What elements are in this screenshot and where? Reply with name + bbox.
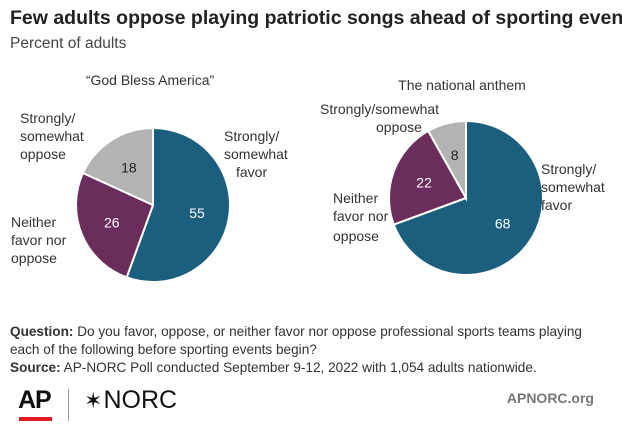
source-text: AP-NORC Poll conducted September 9-12, 2… bbox=[63, 360, 537, 375]
pie2-value-label-2: 8 bbox=[451, 147, 459, 163]
chart-notes: Question: Do you favor, oppose, or neith… bbox=[10, 323, 610, 377]
pie1-value-label-2: 18 bbox=[121, 159, 137, 175]
chart-title: Few adults oppose playing patriotic song… bbox=[10, 7, 622, 29]
source-note: Source: AP-NORC Poll conducted September… bbox=[10, 359, 610, 377]
site-url: APNORC.org bbox=[506, 390, 594, 406]
chart-subtitle: Percent of adults bbox=[10, 35, 127, 52]
norc-logo-text: NORC bbox=[103, 386, 178, 414]
pie2-value-label-0: 68 bbox=[495, 216, 511, 232]
question-note: Question: Do you favor, oppose, or neith… bbox=[10, 323, 610, 359]
pie1-value-label-0: 55 bbox=[189, 205, 205, 221]
pie2-slice-2 bbox=[426, 119, 467, 202]
pie2-slice-1 bbox=[388, 129, 468, 226]
ap-logo-underline bbox=[19, 417, 52, 421]
logo-divider bbox=[68, 389, 69, 421]
norc-star-icon: ✶ bbox=[84, 388, 103, 413]
pie1-slice-0 bbox=[125, 126, 231, 283]
norc-logo: ✶NORC bbox=[84, 386, 177, 415]
question-label: Question: bbox=[10, 324, 74, 339]
pie2-value-label-1: 22 bbox=[416, 175, 432, 191]
label-na-favor: Strongly/ somewhat favor bbox=[541, 161, 609, 213]
source-label: Source: bbox=[10, 360, 61, 375]
pie-charts: “God Bless America” 55 26 18 Strongly/ som… bbox=[11, 72, 609, 283]
label-na-neither: Neither favor nor oppose bbox=[333, 190, 392, 244]
pie1-slice-1 bbox=[75, 171, 155, 279]
pie-title-national-anthem: The national anthem bbox=[398, 77, 526, 93]
question-text: Do you favor, oppose, or neither favor n… bbox=[10, 324, 582, 357]
pie1-slice-2 bbox=[81, 126, 154, 207]
pie1-value-label-1: 26 bbox=[104, 214, 120, 230]
label-gba-oppose: Strongly/ somewhat oppose bbox=[20, 110, 88, 162]
pie-god-bless-america: 55 26 18 bbox=[75, 126, 231, 283]
pie2-slice-0 bbox=[392, 119, 544, 276]
ap-logo: AP bbox=[18, 386, 52, 414]
label-gba-favor: Strongly/ somewhat favor bbox=[224, 128, 292, 180]
label-gba-neither: Neither favor nor oppose bbox=[11, 214, 70, 266]
pie-title-god-bless-america: “God Bless America” bbox=[86, 72, 215, 88]
label-na-oppose: Strongly/somewhat oppose bbox=[320, 101, 443, 135]
pie-national-anthem: 68 22 8 bbox=[388, 119, 544, 276]
